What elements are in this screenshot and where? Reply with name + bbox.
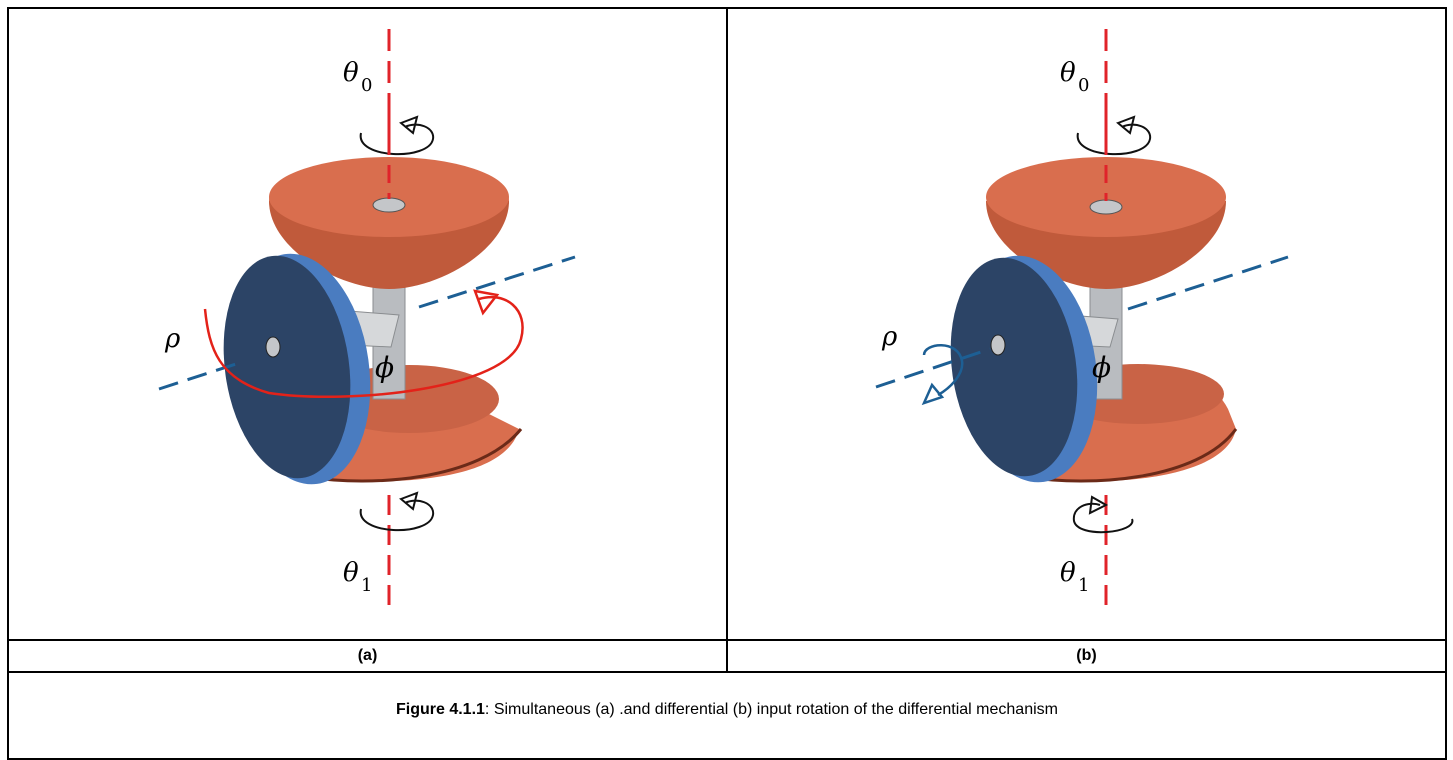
rho-rotation-arrow-icon [203,295,524,399]
blue-gear [223,255,351,479]
theta1-subscript: 1 [361,575,372,596]
panel-a-label: (a) [7,639,728,673]
rho-symbol: ρ [881,322,898,352]
panel-b-image-cell: θ 0 [726,7,1447,641]
rho-axis-right [418,255,576,309]
blue-gear-hub [990,334,1006,356]
theta0-subscript: 0 [361,75,372,96]
top-arrowhead-icon [1116,115,1136,135]
bottom-arrowhead-icon [399,491,419,511]
theta0-subscript: 0 [1078,75,1089,96]
top-rotation-arrow-icon [359,123,435,155]
blue-gear-hub [265,336,281,358]
phi-symbol: ϕ [375,351,394,384]
theta0-symbol: θ [1060,58,1076,88]
top-gear-hub [1089,199,1123,215]
figure-table: θ 0 [7,7,1447,760]
bottom-gear-rim [308,428,523,483]
caption-figure-number: Figure 4.1.1 [396,700,485,718]
panel-a-diagram: θ 0 [158,29,576,613]
theta1-subscript: 1 [1078,575,1089,596]
figure-caption: Figure 4.1.1: Simultaneous (a) .and diff… [7,671,1447,760]
panel-b-diagram: θ 0 [875,29,1289,613]
rho-rotation-arrow-icon [922,344,964,397]
rho-arrowhead-icon [473,289,500,316]
bottom-rotation-arrow-icon [1072,502,1134,534]
top-gear-hub [372,197,406,213]
rho-arrowhead-icon [921,382,945,406]
top-rotation-arrow-icon [1076,123,1152,155]
theta1-symbol: θ [1060,558,1076,588]
rho-axis-left [875,347,991,389]
panel-b-label: (b) [726,639,1447,673]
phi-symbol: ϕ [1092,351,1111,384]
top-arrowhead-icon [399,115,419,135]
blue-gear [950,257,1078,477]
theta0-symbol: θ [343,58,359,88]
bottom-gear-rim [1027,428,1238,483]
bottom-arrowhead-icon [1088,495,1109,515]
caption-text: : Simultaneous (a) .and differential (b)… [484,700,1058,718]
rho-symbol: ρ [164,324,181,354]
theta1-symbol: θ [343,558,359,588]
bottom-rotation-arrow-icon [359,499,435,531]
panel-a-image-cell: θ 0 [7,7,728,641]
